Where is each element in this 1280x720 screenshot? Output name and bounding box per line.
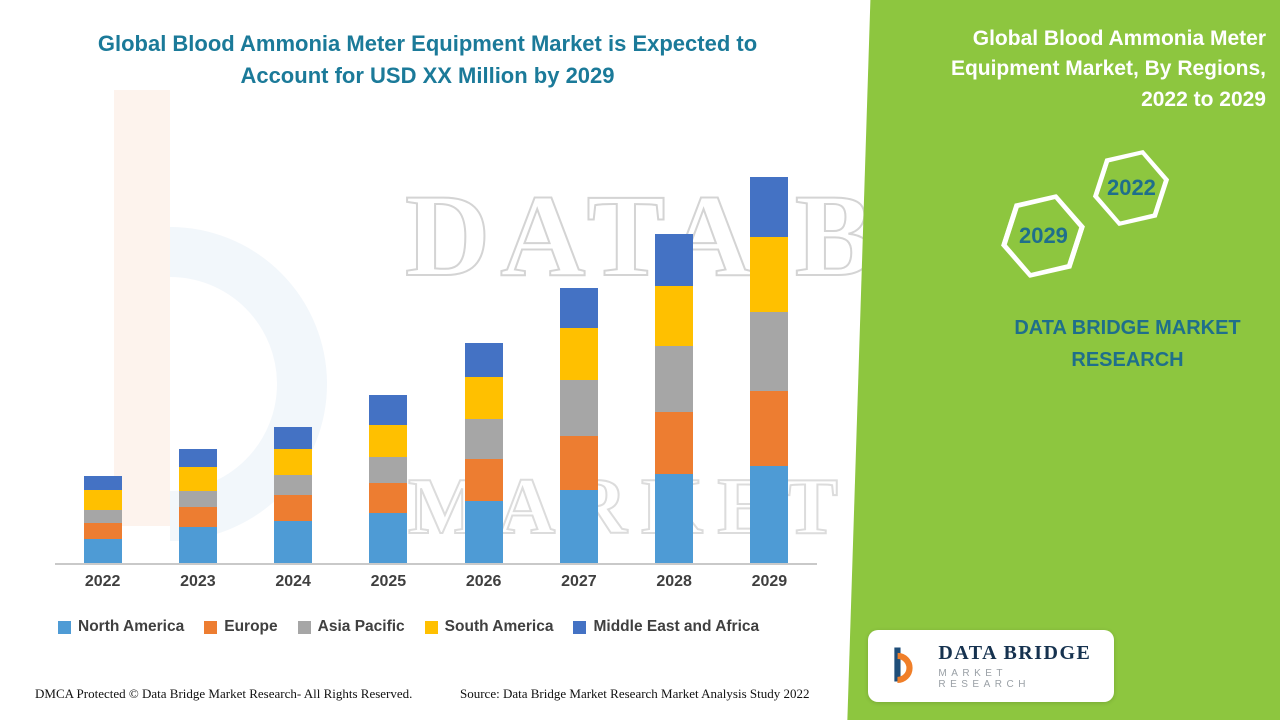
brand-caption: DATA BRIDGE MARKET RESEARCH — [1014, 317, 1241, 371]
bar-segment-asia-pacific — [178, 491, 217, 507]
bar-segment-middle-east-and-africa — [178, 449, 217, 467]
hexagon-fill: 2022 — [1088, 144, 1174, 232]
legend-item-middle-east-and-africa: Middle East and Africa — [573, 618, 759, 636]
chart-title: Global Blood Ammonia Meter Equipment Mar… — [97, 31, 758, 88]
logo-brand-text: DATA BRIDGE — [938, 642, 1092, 664]
x-axis-label-2023: 2023 — [180, 573, 216, 590]
hexagon-2029: 2029 — [989, 181, 1098, 291]
bar-segment-europe — [178, 507, 217, 527]
bar-segment-europe — [559, 436, 598, 490]
bar-segment-middle-east-and-africa — [655, 234, 694, 286]
bar-segment-north-america — [83, 539, 122, 563]
logo-bowl — [897, 652, 913, 683]
legend-swatch — [424, 620, 438, 634]
stacked-bar-2022 — [83, 476, 122, 563]
x-axis-label-2027: 2027 — [561, 573, 597, 590]
bar-segment-asia-pacific — [274, 475, 313, 495]
x-axis-label-2024: 2024 — [275, 573, 311, 590]
data-bridge-logo-icon — [894, 647, 913, 683]
bar-segment-europe — [655, 412, 694, 474]
legend-item-north-america: North America — [58, 618, 184, 636]
x-axis-label-2022: 2022 — [84, 573, 121, 590]
hexagon-2022: 2022 — [1082, 138, 1181, 238]
bar-segment-middle-east-and-africa — [369, 395, 408, 425]
logo-tagline-text: MARKET RESEARCH — [938, 668, 1030, 690]
x-axis-label-2026: 2026 — [465, 573, 502, 590]
bar-segment-middle-east-and-africa — [464, 343, 503, 377]
legend-item-asia-pacific: Asia Pacific — [297, 618, 405, 636]
bar-segment-europe — [750, 391, 789, 466]
logo-card: DATA BRIDGE MARKET RESEARCH — [868, 630, 1114, 702]
bar-segment-europe — [464, 459, 503, 501]
bar-segment-middle-east-and-africa — [750, 177, 789, 237]
legend-label: Asia Pacific — [317, 618, 405, 635]
bar-segment-south-america — [178, 467, 217, 491]
legend-item-south-america: South America — [424, 618, 554, 636]
stacked-bar-2025 — [369, 395, 408, 563]
stacked-bar-2024 — [274, 427, 313, 563]
legend-swatch — [204, 620, 218, 634]
bar-segment-south-america — [559, 328, 598, 380]
stacked-bar-2029 — [750, 177, 789, 563]
bar-segment-north-america — [655, 474, 694, 563]
legend-swatch — [58, 620, 71, 634]
legend-item-europe: Europe — [204, 618, 278, 636]
bar-segment-south-america — [655, 286, 694, 346]
legend-swatch — [297, 620, 311, 634]
background-ghost-logo — [114, 90, 327, 541]
bar-segment-south-america — [83, 490, 122, 510]
bar-segment-europe — [274, 495, 313, 521]
bar-segment-north-america — [559, 490, 598, 563]
logo-text-block: DATA BRIDGE MARKET RESEARCH — [938, 642, 1100, 690]
bar-segment-middle-east-and-africa — [559, 288, 598, 328]
hexagon-outline: 2029 — [989, 181, 1098, 291]
bar-segment-north-america — [178, 527, 217, 563]
hexagon-outline: 2022 — [1082, 138, 1181, 238]
bar-segment-asia-pacific — [83, 510, 122, 523]
bar-segment-south-america — [750, 237, 789, 312]
hexagon-2022-label: 2022 — [1106, 174, 1156, 200]
stacked-bar-2023 — [178, 449, 217, 563]
bar-segment-south-america — [369, 425, 408, 457]
bar-segment-south-america — [464, 377, 503, 419]
bar-segment-middle-east-and-africa — [274, 427, 313, 449]
bar-segment-europe — [83, 523, 122, 539]
bar-segment-middle-east-and-africa — [83, 476, 122, 490]
legend-swatch — [573, 620, 587, 634]
ghost-logo-bowl — [169, 227, 327, 541]
bar-segment-europe — [369, 483, 408, 513]
bar-segment-north-america — [750, 466, 789, 563]
stacked-bar-2026 — [464, 343, 503, 563]
stacked-bar-2027 — [559, 288, 598, 563]
hexagon-2029-label: 2029 — [1018, 222, 1068, 248]
bar-segment-north-america — [274, 521, 313, 563]
bar-segment-north-america — [464, 501, 503, 563]
x-axis-label-2029: 2029 — [751, 573, 788, 590]
bar-segment-asia-pacific — [750, 312, 789, 391]
stacked-bar-2028 — [655, 234, 694, 563]
source-note: Source: Data Bridge Market Research Mark… — [460, 686, 810, 701]
ghost-logo-bar — [114, 90, 170, 526]
hexagon-fill: 2029 — [996, 188, 1090, 285]
legend-label: South America — [444, 618, 554, 635]
bar-segment-asia-pacific — [369, 457, 408, 483]
bar-segment-asia-pacific — [464, 419, 503, 459]
chart-plot-area — [55, 160, 817, 565]
side-panel-title: Global Blood Ammonia Meter Equipment Mar… — [950, 27, 1266, 111]
legend-label: North America — [78, 618, 185, 635]
bar-segment-north-america — [369, 513, 408, 563]
x-axis-label-2028: 2028 — [656, 573, 692, 590]
legend-label: Europe — [224, 618, 278, 635]
x-axis-label-2025: 2025 — [370, 573, 407, 590]
bar-segment-asia-pacific — [559, 380, 598, 436]
x-axis-labels: 2022 2023 2024 2025 2026 2027 2028 2029 — [55, 573, 817, 591]
dmca-notice: DMCA Protected © Data Bridge Market Rese… — [35, 686, 413, 701]
bar-segment-asia-pacific — [655, 346, 694, 412]
chart-legend: North America Europe Asia Pacific South Ame… — [58, 618, 759, 636]
legend-label: Middle East and Africa — [593, 618, 760, 635]
bar-segment-south-america — [274, 449, 313, 475]
